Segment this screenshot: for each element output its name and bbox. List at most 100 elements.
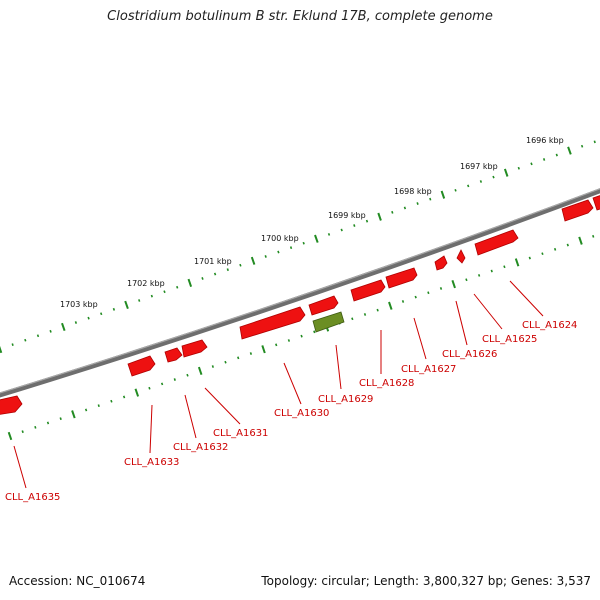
minor-tick (553, 247, 557, 251)
gene-arrow[interactable] (308, 295, 339, 316)
gene-arrow[interactable] (474, 229, 519, 256)
minor-tick (287, 339, 291, 342)
minor-tick (465, 278, 468, 282)
minor-tick (110, 399, 113, 403)
gene-label[interactable]: CLL_A1632 (173, 442, 228, 453)
minor-tick (351, 317, 354, 321)
minor-tick (112, 307, 116, 311)
minor-tick (176, 285, 179, 289)
gene-label[interactable]: CLL_A1628 (359, 378, 414, 389)
gene-label[interactable]: CLL_A1629 (318, 394, 373, 405)
gene-label[interactable]: CLL_A1633 (124, 457, 179, 468)
minor-tick (353, 224, 356, 227)
minor-tick (237, 356, 240, 360)
major-tick (197, 366, 203, 376)
gene-arrow[interactable] (385, 267, 418, 289)
minor-tick (59, 417, 62, 421)
minor-tick (213, 272, 217, 276)
minor-tick (277, 250, 280, 254)
gene-arrow[interactable] (164, 347, 183, 363)
minor-tick (528, 256, 531, 260)
kbp-label: 1696 kbp (526, 136, 564, 145)
gene-arrow[interactable] (181, 339, 208, 358)
minor-tick (593, 140, 596, 144)
major-tick (451, 279, 456, 289)
minor-tick (224, 360, 227, 364)
minor-tick (403, 206, 407, 210)
minor-tick (163, 290, 166, 294)
minor-tick (365, 219, 369, 223)
gene-label[interactable]: CLL_A1627 (401, 364, 456, 375)
major-tick (250, 256, 256, 265)
genome-title: Clostridium botulinum B str. Eklund 17B,… (107, 9, 493, 24)
major-tick (261, 345, 266, 354)
major-tick (503, 168, 509, 177)
minor-tick (249, 352, 253, 355)
minor-tick (492, 175, 495, 179)
accession-text: Accession: NC_010674 (9, 574, 146, 588)
minor-tick (401, 300, 405, 303)
gene-label[interactable]: CLL_A1631 (213, 428, 268, 439)
minor-tick (97, 404, 100, 408)
minor-tick (429, 197, 432, 201)
gene-arrow[interactable] (456, 249, 466, 264)
major-tick (134, 388, 140, 397)
gene-arrow-highlight[interactable] (312, 311, 345, 333)
minor-tick (340, 228, 343, 232)
minor-tick (49, 329, 52, 333)
minor-tick (87, 316, 90, 320)
gene-arrow[interactable] (592, 192, 600, 211)
minor-tick (477, 274, 481, 277)
minor-tick (363, 313, 367, 316)
major-tick (124, 300, 129, 310)
gene-label[interactable]: CLL_A1624 (522, 320, 577, 331)
major-tick (314, 234, 319, 243)
minor-tick (313, 330, 316, 334)
minor-tick (34, 425, 37, 429)
major-tick (440, 190, 446, 199)
major-tick (514, 258, 520, 267)
minor-tick (21, 430, 24, 434)
gene-arrow[interactable] (350, 279, 386, 302)
minor-tick (479, 180, 483, 183)
minor-tick (416, 202, 419, 205)
minor-tick (580, 144, 584, 148)
major-tick (388, 301, 393, 310)
gene-label[interactable]: CLL_A1625 (482, 334, 537, 345)
minor-tick (300, 334, 303, 338)
minor-tick (211, 365, 214, 368)
minor-tick (592, 234, 595, 238)
gene-arrow[interactable] (561, 199, 594, 222)
kbp-label: 1698 kbp (394, 187, 432, 196)
gene-label[interactable]: CLL_A1635 (5, 492, 60, 503)
gene-arrow[interactable] (239, 306, 306, 340)
minor-tick (201, 277, 204, 280)
minor-tick (289, 246, 293, 250)
minor-tick (46, 421, 50, 425)
minor-tick (327, 233, 331, 236)
gene-arrow[interactable] (127, 355, 156, 377)
gene-label[interactable]: CLL_A1630 (274, 408, 329, 419)
outer-tick-ring (0, 140, 596, 354)
gene-arrow[interactable] (0, 395, 23, 416)
minor-tick (160, 382, 164, 386)
minor-tick (376, 308, 379, 312)
major-tick (7, 431, 13, 441)
minor-tick (427, 291, 430, 295)
minor-tick (541, 252, 544, 256)
minor-tick (490, 269, 493, 273)
kbp-label: 1702 kbp (127, 279, 165, 288)
kbp-label: 1701 kbp (194, 257, 232, 266)
minor-tick (150, 294, 153, 298)
gene-label[interactable]: CLL_A1626 (442, 349, 497, 360)
minor-tick (11, 343, 14, 346)
genome-backbone (0, 188, 600, 398)
kbp-label: 1703 kbp (60, 300, 98, 309)
minor-tick (186, 373, 189, 377)
minor-tick (226, 268, 229, 272)
minor-tick (555, 153, 558, 157)
minor-tick (148, 386, 151, 390)
gene-arrow[interactable] (434, 255, 448, 271)
major-tick (71, 410, 76, 419)
